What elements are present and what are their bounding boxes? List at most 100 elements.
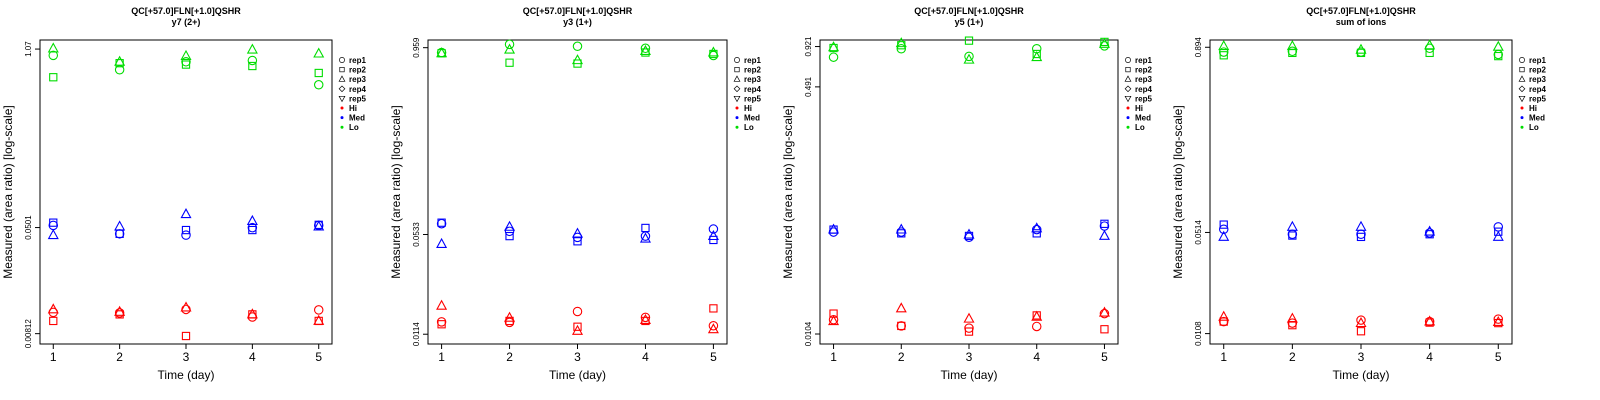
y-tick-label: 0.00812 — [24, 319, 33, 348]
data-point-hi-rep3 — [828, 315, 840, 326]
data-point-hi-rep3 — [313, 314, 325, 325]
data-point-lo-rep1 — [572, 41, 583, 52]
data-point-lo-rep3 — [246, 43, 258, 54]
y-tick-label: 0.0114 — [412, 322, 421, 346]
data-point-med-rep3 — [436, 237, 448, 248]
circle-icon — [1125, 57, 1131, 63]
chart-subtitle: y7 (2+) — [172, 17, 201, 27]
data-point-med-rep3 — [1031, 222, 1043, 233]
legend-label: rep4 — [1529, 85, 1546, 94]
plot-frame — [427, 39, 728, 345]
data-point-hi-rep2 — [49, 316, 58, 326]
legend-dot-hi — [735, 106, 739, 110]
x-axis-label: Time (day) — [941, 368, 998, 382]
legend-label: rep5 — [349, 94, 366, 103]
data-point-med-rep1 — [1356, 229, 1366, 239]
data-point-med-rep3 — [828, 223, 840, 234]
data-point-hi-rep3 — [639, 313, 651, 324]
x-tick-label: 2 — [506, 350, 513, 364]
data-point-med-rep2 — [1356, 232, 1366, 242]
legend-dot-med — [735, 116, 739, 120]
data-point-hi-rep1 — [572, 306, 583, 317]
legend-symbol — [1124, 85, 1132, 93]
legend-label: rep3 — [349, 75, 366, 84]
data-point-hi-rep1 — [436, 317, 447, 327]
legend-label: rep1 — [744, 56, 761, 65]
data-point-lo-rep3 — [47, 42, 59, 53]
data-point-hi-rep1 — [964, 323, 974, 333]
data-point-lo-rep3 — [1031, 51, 1043, 62]
data-point-hi-rep1 — [1287, 318, 1298, 328]
y-tick-label: 0.0514 — [1194, 220, 1203, 245]
legend-symbol — [1124, 75, 1132, 82]
data-point-med-rep3 — [571, 227, 584, 238]
data-point-lo-rep2 — [1219, 51, 1228, 60]
data-point-hi-rep1 — [1099, 308, 1110, 319]
circle-icon — [339, 57, 345, 63]
data-point-med-rep1 — [1218, 224, 1229, 234]
data-point-med-rep2 — [49, 218, 58, 227]
x-tick-label: 3 — [1358, 350, 1365, 364]
data-point-lo-rep1 — [247, 55, 258, 66]
y-tick-label: 0.0108 — [1194, 321, 1203, 346]
data-point-med-rep3 — [47, 228, 59, 240]
square-icon — [1519, 67, 1525, 73]
x-tick-label: 1 — [830, 350, 837, 364]
data-point-med-rep2 — [573, 237, 582, 246]
y-axis-label: Measured (area ratio) [log-scale] — [781, 105, 795, 278]
legend-dot-hi — [1520, 106, 1524, 110]
plot-frame — [1209, 39, 1513, 345]
legend-dot-med — [1126, 116, 1130, 120]
diamond-icon — [1124, 85, 1132, 93]
data-point-hi-rep2 — [897, 321, 906, 331]
x-axis-label: Time (day) — [1333, 368, 1390, 382]
data-point-lo-rep3 — [571, 54, 584, 65]
data-point-lo-rep3 — [1424, 39, 1436, 50]
legend-label: Lo — [349, 123, 359, 132]
data-point-lo-rep1 — [640, 43, 651, 54]
data-point-med-rep1 — [181, 230, 191, 240]
triangle-up-icon — [338, 75, 346, 82]
chart-title: QC[+57.0]FLN[+1.0]QSHR — [1306, 6, 1416, 16]
data-point-lo-rep2 — [1032, 49, 1041, 59]
legend-symbol — [1518, 95, 1526, 103]
data-point-hi-rep3 — [1218, 310, 1230, 321]
data-point-med-rep1 — [708, 224, 719, 234]
data-point-hi-rep3 — [1355, 316, 1367, 328]
data-point-med-rep3 — [895, 223, 907, 234]
legend-symbol — [1519, 67, 1525, 73]
data-point-lo-rep3 — [180, 49, 192, 60]
data-point-lo-rep2 — [314, 68, 323, 78]
data-point-hi-rep1 — [640, 312, 651, 323]
data-point-med-rep3 — [1424, 225, 1436, 236]
legend-label: rep1 — [1135, 56, 1152, 65]
x-tick-label: 2 — [898, 350, 905, 364]
y-axis-label: Measured (area ratio) [log-scale] — [1171, 105, 1185, 278]
legend-dot-lo — [1520, 125, 1524, 129]
data-point-med-rep2 — [641, 223, 650, 233]
data-point-hi-rep2 — [1100, 325, 1109, 334]
data-point-lo-rep2 — [181, 60, 191, 69]
data-point-hi-rep3 — [504, 311, 516, 322]
legend-label: rep2 — [349, 66, 366, 75]
x-tick-label: 4 — [1033, 350, 1040, 364]
x-tick-label: 2 — [116, 350, 123, 364]
legend-label: rep5 — [1529, 94, 1546, 103]
legend-label: Lo — [1135, 123, 1145, 132]
data-point-med-rep3 — [1098, 229, 1110, 240]
x-tick-label: 5 — [1101, 350, 1108, 364]
plot-frame — [39, 39, 333, 345]
legend-dot-lo — [340, 125, 344, 129]
data-point-lo-rep1 — [48, 50, 59, 61]
triangle-down-icon — [733, 95, 741, 103]
legend-symbol — [1519, 57, 1525, 63]
data-point-lo-rep3 — [313, 47, 325, 58]
data-point-med-rep3 — [1355, 220, 1367, 231]
legend-symbol — [734, 67, 740, 73]
data-point-hi-rep1 — [1493, 314, 1504, 324]
legend-label: rep4 — [349, 85, 366, 94]
data-point-lo-rep2 — [505, 58, 514, 67]
